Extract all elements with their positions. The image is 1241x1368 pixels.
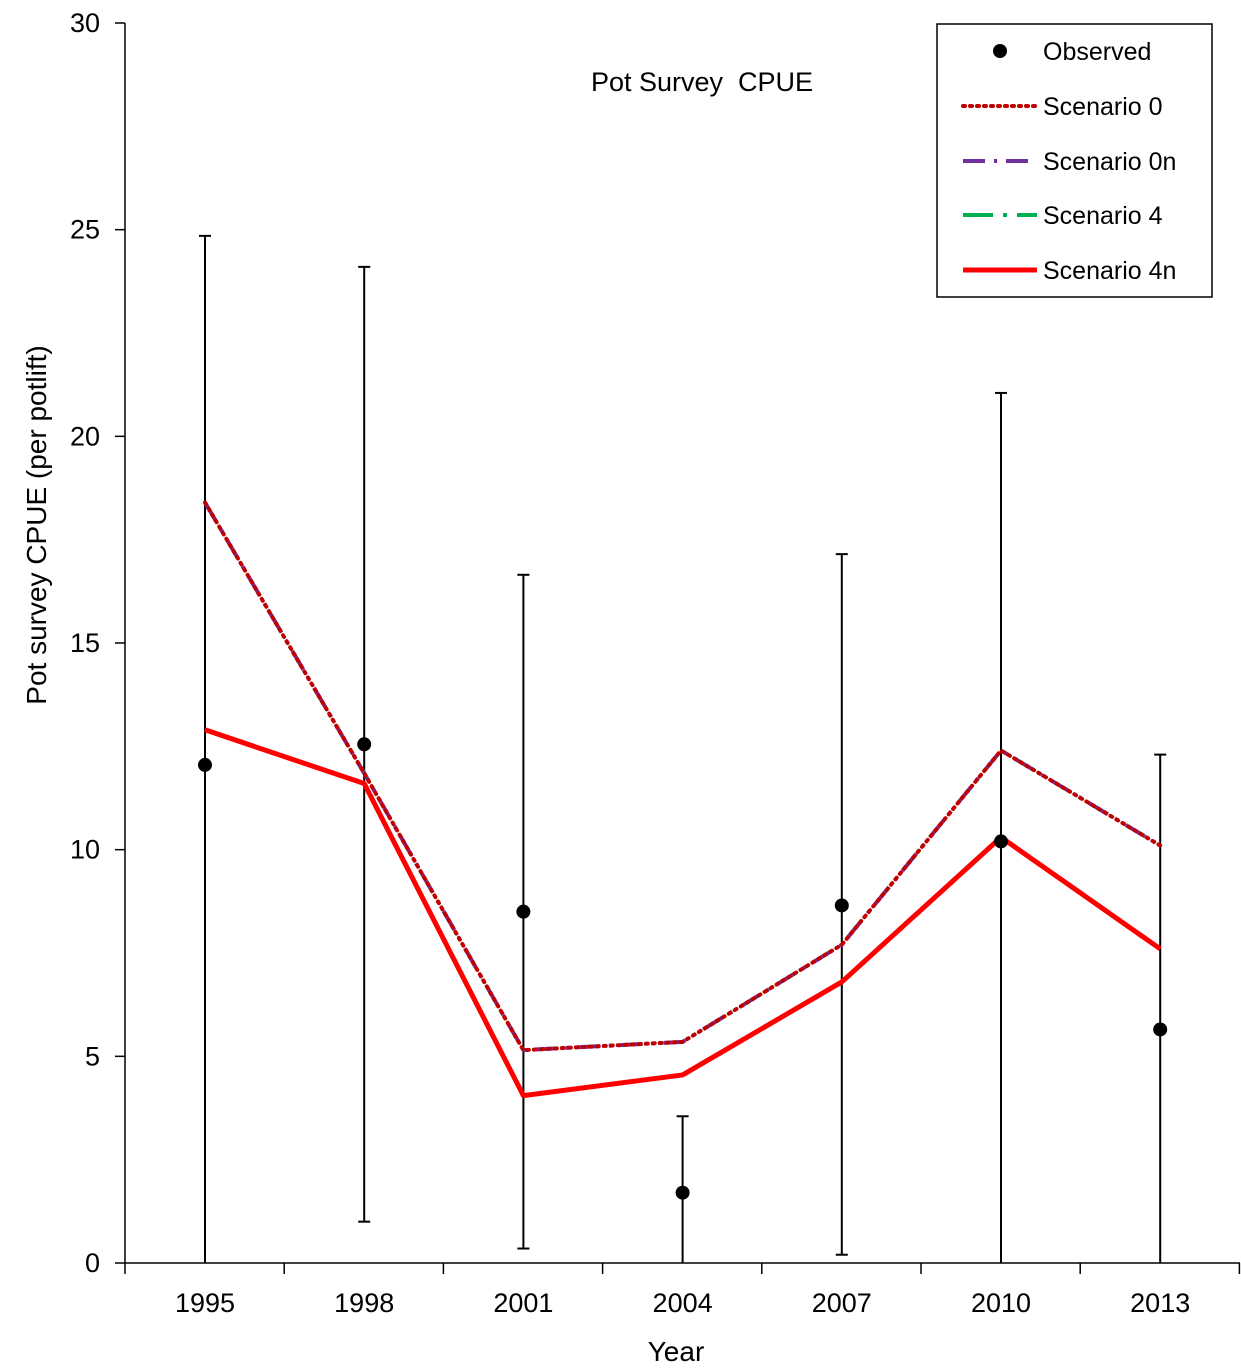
observed-point: [834, 898, 849, 913]
legend-label: Scenario 0n: [1043, 148, 1176, 176]
observed-point: [516, 904, 531, 919]
axes: 0 5 10 15 20 25 30 1995 1998 2001 2004 2007 2010 2013: [70, 8, 1241, 1318]
observed-point: [1153, 1022, 1168, 1037]
legend-label: Scenario 4: [1043, 202, 1163, 230]
y-tick-label: 10: [70, 835, 100, 865]
x-tick-label: 2013: [1130, 1288, 1190, 1318]
legend-label: Scenario 0: [1043, 93, 1163, 121]
x-axis-title: Year: [648, 1336, 705, 1367]
x-tick-label: 2001: [493, 1288, 553, 1318]
y-tick-label: 25: [70, 215, 100, 245]
legend-label: Observed: [1043, 38, 1151, 66]
x-tick-label: 2004: [653, 1288, 713, 1318]
observed-point: [198, 757, 212, 772]
y-tick-label: 30: [70, 8, 100, 38]
x-tick-label: 1995: [175, 1288, 235, 1318]
chart-title: Pot Survey CPUE: [591, 67, 813, 97]
error-bars: [199, 234, 1167, 1263]
series-line-scenario-0: [203, 500, 1163, 1053]
observed-points: [198, 737, 1168, 1200]
x-tick-label: 1998: [334, 1288, 394, 1318]
observed-point: [675, 1185, 690, 1200]
series-lines: [203, 500, 1163, 1099]
observed-point: [357, 737, 372, 752]
y-axis-title: Pot survey CPUE (per potlift): [21, 345, 52, 704]
legend: Observed Scenario 0 Scenario 0n Scenario 4 S…: [936, 23, 1213, 298]
x-tick-label: 2007: [812, 1288, 872, 1318]
y-tick-label: 0: [85, 1248, 100, 1278]
legend-label: Scenario 4n: [1043, 257, 1176, 285]
y-tick-label: 20: [70, 421, 100, 451]
x-tick-label: 2010: [971, 1288, 1031, 1318]
legend-marker-observed: [993, 44, 1007, 58]
y-tick-label: 15: [70, 628, 100, 658]
observed-point: [994, 834, 1008, 849]
y-tick-label: 5: [85, 1041, 100, 1071]
